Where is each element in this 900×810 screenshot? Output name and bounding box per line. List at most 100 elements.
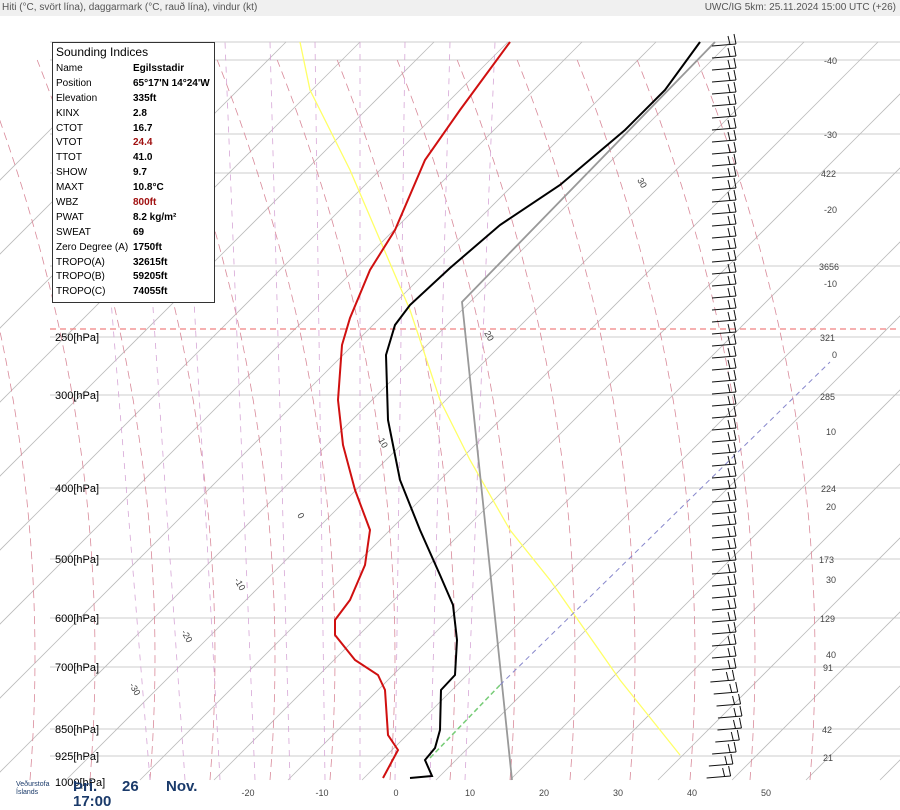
index-row: MAXT 10.8°C [56,180,210,195]
isotherm [435,315,900,781]
barb-flag [733,297,737,309]
right-label: 40 [826,650,836,660]
temperature-curve [384,41,701,779]
barb-flag [735,681,739,693]
index-row: Zero Degree (A) 1750ft [56,240,210,255]
index-value: 74055ft [133,286,168,298]
barb-staff [711,211,737,215]
barb-staff [711,379,737,383]
barb-flag [727,287,731,297]
index-row: SHOW 9.7 [56,165,210,180]
index-key: SWEAT [56,226,91,238]
header: Hiti (°C, svört lína), daggarmark (°C, r… [0,0,900,16]
barb-flag [727,575,731,585]
barb-staff [711,283,737,287]
pressure-label: 250[hPa] [55,332,99,344]
index-key: TROPO(C) [56,286,106,298]
isotherm [509,389,900,781]
barb-flag [727,383,731,393]
temperature-axis-label: 10 [465,788,475,798]
barb-flag [733,537,737,549]
barb-flag [725,671,729,681]
isotherm [0,41,361,403]
right-label: 173 [819,555,834,565]
barb-staff [715,739,740,743]
barb-flag [732,695,736,705]
barb-flag [727,431,731,441]
index-key: PWAT [56,211,84,223]
pressure-label: 400[hPa] [55,483,99,495]
barb-flag [733,597,737,609]
barb-flag [727,503,731,513]
dry-adiabat [636,59,756,781]
dry-adiabat [396,59,516,781]
barb-flag [733,261,737,273]
barb-staff [711,511,737,515]
barb-flag [736,729,740,741]
index-key: Position [56,77,92,89]
barb-staff [711,319,737,323]
lcl-line [429,684,501,759]
barb-staff [711,91,737,95]
index-value: 32615ft [133,256,168,268]
pressure-label: 850[hPa] [55,724,99,736]
dry-adiabat [156,59,276,781]
index-row: KINX 2.8 [56,106,210,121]
dewpoint-curve [334,41,511,779]
isotherm-label: 20 [482,329,496,343]
isotherm [287,167,900,781]
barb-flag [733,117,737,129]
barb-flag [733,405,737,417]
barb-staff [711,427,737,431]
dry-adiabat [0,119,96,781]
barb-staff [711,43,737,47]
isotherm [139,41,879,781]
isotherm-label: -10 [232,576,247,592]
date: 26 [122,778,139,795]
index-row: WBZ 800ft [56,195,210,210]
barb-flag [733,309,737,321]
barb-flag [727,263,731,273]
barb-flag [727,491,731,501]
barb-staff [711,487,737,491]
pressure-label: 700[hPa] [55,662,99,674]
mixing-ratio [224,41,256,781]
barb-staff [716,703,741,707]
barb-flag [733,273,737,285]
barb-staff [711,151,737,155]
right-label: 10 [826,427,836,437]
barb-flag [733,189,737,201]
barb-flag [733,429,737,441]
barb-flag [733,513,737,525]
mixing-line [499,361,831,686]
index-value: 9.7 [133,167,147,179]
barb-flag [733,489,737,501]
isotherm [0,41,139,181]
barb-flag [733,549,737,561]
right-label: 3656 [819,262,839,272]
barb-flag [727,215,731,225]
isotherm-label: 0 [295,511,306,520]
barb-staff [711,247,737,251]
barb-flag [727,311,731,321]
barb-flag [727,599,731,609]
isotherm-label: 10 [376,436,390,450]
barb-staff [710,679,735,683]
barb-flag [727,647,731,657]
index-row: TROPO(C) 74055ft [56,284,210,299]
barb-flag [727,47,731,57]
barb-staff [711,223,737,227]
barb-staff [711,55,737,59]
barb-staff [711,367,737,371]
barb-flag [733,621,737,633]
temperature-axis-label: 50 [761,788,771,798]
index-key: Zero Degree (A) [56,241,129,253]
barb-flag [733,345,737,357]
barb-staff [711,451,737,455]
dry-adiabat [0,329,36,781]
barb-flag [727,587,731,597]
index-row: TROPO(A) 32615ft [56,255,210,270]
index-key: TROPO(B) [56,271,105,283]
barb-staff [711,259,737,263]
